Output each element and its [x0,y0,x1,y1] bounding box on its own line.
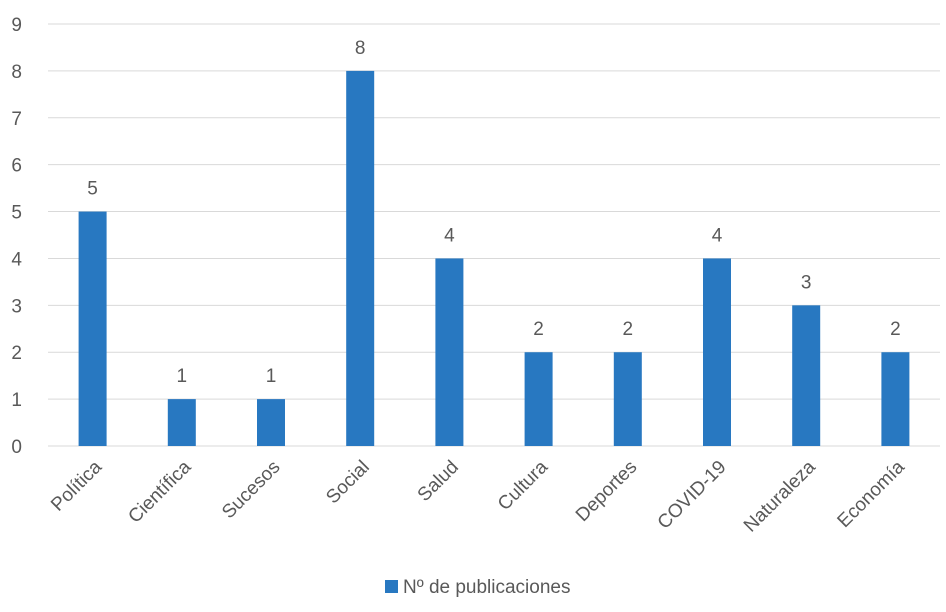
bar [792,305,821,446]
x-category-label: Naturaleza [740,456,820,536]
y-tick-label: 8 [11,62,22,83]
legend-swatch [385,580,398,593]
x-category-label: Científica [124,456,195,527]
x-category-label: Cultura [494,456,552,514]
data-label: 4 [712,225,723,246]
y-tick-label: 6 [11,156,22,177]
data-label: 5 [87,179,98,200]
y-tick-label: 4 [11,249,22,270]
y-tick-label: 3 [11,296,22,317]
bar [703,258,731,446]
x-category-label: Deportes [572,457,641,526]
data-label: 4 [444,225,455,246]
data-label: 2 [623,319,634,340]
legend-label: Nº de publicaciones [403,577,570,598]
gridlines [48,23,940,447]
x-axis-categories: Política Científica Sucesos Social Salud Cult… [47,456,909,536]
y-tick-label: 7 [11,109,22,130]
x-category-label: Economía [834,456,910,532]
legend: Nº de publicaciones [385,577,570,598]
bar [257,399,285,446]
x-category-label: Sucesos [218,457,284,523]
x-category-label: COVID-19 [654,457,731,534]
y-tick-label: 2 [11,343,22,364]
y-axis-ticks: 0 1 2 3 4 5 6 7 8 9 [11,15,22,458]
y-tick-label: 0 [11,437,22,458]
x-category-label: Social [322,457,373,508]
bar [881,352,910,446]
x-category-label: Salud [414,457,463,506]
bar [78,211,107,446]
bar [435,258,464,446]
bar [524,352,553,446]
data-label: 1 [266,366,277,387]
y-tick-label: 9 [11,15,22,36]
bars [78,70,910,446]
y-tick-label: 5 [11,203,22,224]
data-labels: 5 1 1 8 4 2 2 4 3 2 [87,38,900,387]
data-label: 2 [890,319,901,340]
x-category-label: Política [47,456,106,515]
y-tick-label: 1 [11,390,22,411]
bar [346,70,375,446]
data-label: 8 [355,38,366,59]
data-label: 2 [533,319,544,340]
data-label: 3 [801,272,812,293]
bar [613,352,642,446]
data-label: 1 [177,366,188,387]
bar [167,399,196,446]
